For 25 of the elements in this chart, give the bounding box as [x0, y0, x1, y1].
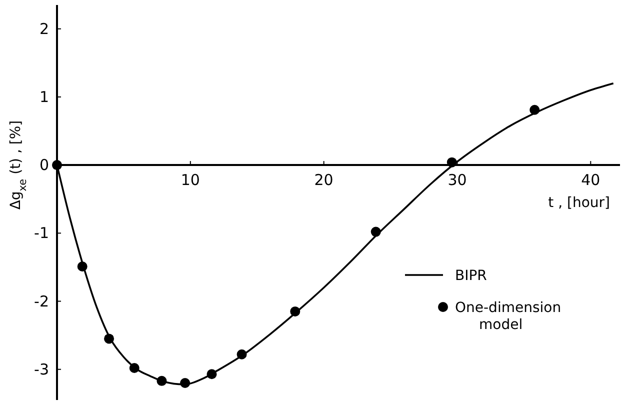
y-tick-label: 1 [39, 88, 49, 106]
y-tick-label: 2 [39, 20, 49, 38]
point [370, 226, 381, 237]
x-tick-label: 30 [448, 171, 467, 190]
y-tick-label: 0 [39, 156, 49, 174]
y-tick-label: -3 [34, 360, 49, 378]
point [290, 306, 300, 316]
point [77, 262, 88, 272]
legend-label: BIPR [455, 268, 488, 284]
legend-label: One-dimension model [455, 300, 562, 333]
y-tick-label: -1 [34, 224, 49, 242]
x-tick-label: 10 [180, 171, 200, 190]
x-axis-title: t , [hour] [548, 195, 610, 212]
point [129, 362, 140, 373]
y-tick-label: -2 [34, 292, 49, 310]
point [156, 376, 167, 386]
point [52, 160, 62, 170]
x-tick-label: 40 [581, 171, 600, 190]
x-tick-label: 20 [314, 171, 334, 190]
point [530, 104, 540, 115]
point [104, 334, 114, 344]
point [206, 369, 217, 380]
point [236, 349, 247, 360]
point [180, 378, 190, 388]
point [446, 157, 457, 168]
